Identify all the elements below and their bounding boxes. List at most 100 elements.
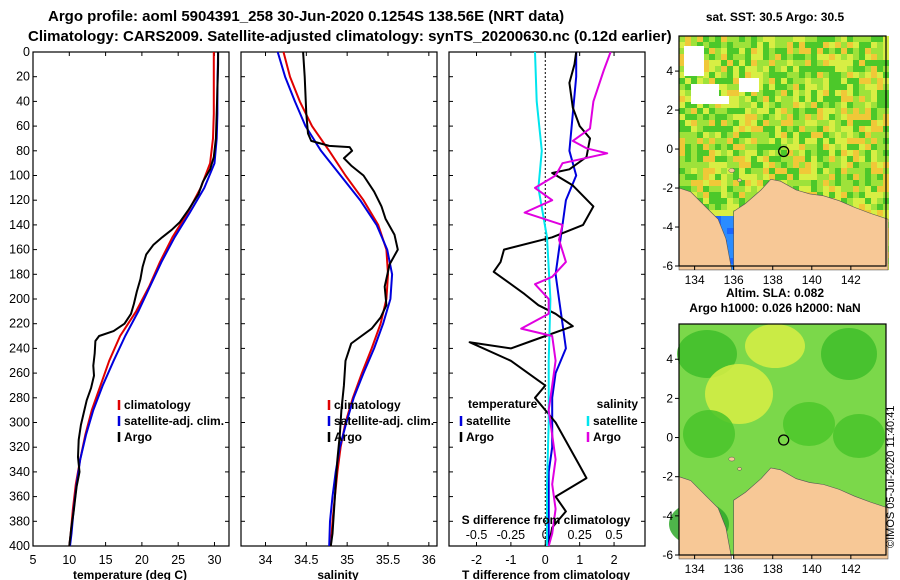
sst-cell (751, 48, 757, 54)
sst-cell (865, 132, 871, 138)
sst-cell (679, 138, 685, 144)
sst-cell (775, 156, 781, 162)
sst-cell (751, 168, 757, 174)
lat-tick-label: -6 (662, 548, 673, 562)
sst-cell (739, 162, 745, 168)
sst-cell (835, 150, 841, 156)
sst-cell (871, 210, 877, 216)
sst-cell (769, 162, 775, 168)
sst-cell (787, 108, 793, 114)
sst-cell (781, 114, 787, 120)
sst-cell (877, 132, 883, 138)
sst-cell (787, 102, 793, 108)
series-line (468, 51, 595, 547)
sst-cell (799, 180, 805, 186)
sst-cell (733, 54, 739, 60)
sst-cell (697, 162, 703, 168)
sst-cell (751, 96, 757, 102)
sst-cell (817, 42, 823, 48)
sst-cell (709, 54, 715, 60)
sst-cell (709, 150, 715, 156)
sst-cell (745, 54, 751, 60)
sst-cell (829, 180, 835, 186)
sst-cell (745, 180, 751, 186)
lon-tick-label: 138 (763, 562, 783, 576)
sst-cell (841, 180, 847, 186)
sst-cell (721, 60, 727, 66)
sst-cell (853, 108, 859, 114)
sst-cell (811, 84, 817, 90)
sst-cell (751, 156, 757, 162)
sst-cell (757, 66, 763, 72)
x-tick-label: 1 (576, 553, 583, 567)
sst-cell (811, 60, 817, 66)
sst-cell (721, 138, 727, 144)
sst-cell (793, 138, 799, 144)
sst-cell (691, 144, 697, 150)
sst-cell (727, 36, 733, 42)
sst-cell (721, 114, 727, 120)
sst-cell (769, 138, 775, 144)
sst-cell (715, 102, 721, 108)
sst-cell (757, 90, 763, 96)
sst-cell (685, 126, 691, 132)
sst-cell (763, 162, 769, 168)
sst-cell (829, 174, 835, 180)
sst-cell (685, 174, 691, 180)
island (737, 467, 742, 471)
sst-cell (691, 174, 697, 180)
sst-cell (859, 186, 865, 192)
title-line-2: Climatology: CARS2009. Satellite-adjuste… (28, 28, 672, 45)
sst-cell (871, 150, 877, 156)
sst-cell (835, 186, 841, 192)
sst-cell (727, 138, 733, 144)
sst-cell (715, 204, 721, 210)
sst-cell (721, 180, 727, 186)
sst-cell (751, 120, 757, 126)
sst-cell (835, 192, 841, 198)
legend-title: temperature (468, 397, 538, 411)
sst-cell (799, 72, 805, 78)
sst-cell (775, 36, 781, 42)
sst-cell (733, 150, 739, 156)
sst-cell (787, 54, 793, 60)
sst-cell (823, 150, 829, 156)
sst-cell (763, 144, 769, 150)
sst-cell (775, 90, 781, 96)
sst-cell (853, 78, 859, 84)
sst-cell (769, 84, 775, 90)
sst-cell (739, 180, 745, 186)
sst-cell (817, 162, 823, 168)
sst-cell (775, 120, 781, 126)
sst-cell (775, 72, 781, 78)
sst-cell (865, 72, 871, 78)
sst-cell (787, 72, 793, 78)
sst-cell (787, 48, 793, 54)
sst-cell (817, 54, 823, 60)
sst-cell (727, 216, 733, 222)
sst-cell (877, 162, 883, 168)
sst-cell (715, 192, 721, 198)
sst-cell (835, 108, 841, 114)
sst-cell (877, 60, 883, 66)
sst-cell (823, 96, 829, 102)
sla-blob (683, 410, 735, 458)
sst-cell (865, 42, 871, 48)
sst-cell (847, 114, 853, 120)
sst-cell (865, 114, 871, 120)
sst-cell (823, 42, 829, 48)
sst-cell (817, 102, 823, 108)
sst-cell (781, 96, 787, 102)
sst-cell (877, 54, 883, 60)
series-line (547, 52, 578, 546)
sst-cell (703, 36, 709, 42)
sst-cell (865, 174, 871, 180)
sst-cell (799, 78, 805, 84)
sst-cell (823, 90, 829, 96)
sst-cell (691, 36, 697, 42)
sst-cell (745, 72, 751, 78)
float-position-marker (778, 145, 790, 158)
sst-cell (835, 60, 841, 66)
sst-cell (865, 96, 871, 102)
sst-cell (781, 90, 787, 96)
